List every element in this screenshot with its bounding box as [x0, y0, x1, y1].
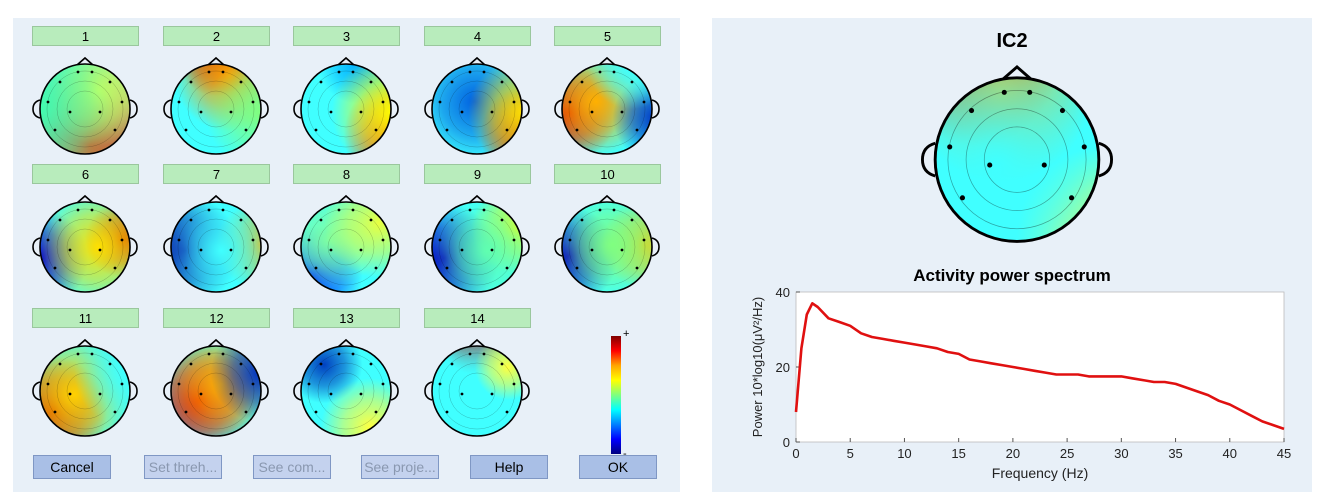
cancel-button[interactable]: Cancel [33, 455, 111, 479]
x-tick-label: 0 [792, 446, 799, 461]
spectrum-line [794, 302, 1285, 431]
component-4-button[interactable]: 4 [424, 26, 531, 46]
set-threshold-button[interactable]: Set threh... [144, 455, 222, 479]
ic-topoplot [920, 64, 1114, 243]
plot-area [795, 291, 1285, 443]
component-detail-panel: IC2 Activity power spectrum 0 5 10 15 20 25 30… [712, 18, 1312, 492]
y-tick-label: 0 [783, 435, 790, 450]
component-4-topoplot[interactable] [422, 52, 532, 162]
ic-title: IC2 [996, 30, 1028, 52]
component-1-button[interactable]: 1 [32, 26, 139, 46]
colorbar [611, 336, 621, 454]
component-11-topoplot[interactable] [30, 334, 140, 444]
y-axis-label: Power 10*log10(μV²/Hz) [750, 297, 765, 437]
y-tick-label: 40 [776, 285, 790, 300]
colorbar-min-label: - [623, 448, 627, 460]
component-13-button[interactable]: 13 [293, 308, 400, 328]
help-button[interactable]: Help [470, 455, 548, 479]
component-2-topoplot[interactable] [161, 52, 271, 162]
x-tick-label: 35 [1168, 446, 1182, 461]
power-spectrum-chart: 0 5 10 15 20 25 30 35 40 45 0 20 40 Frequency (Hz) Pow… [750, 285, 1291, 481]
component-9-topoplot[interactable] [422, 190, 532, 300]
x-tick-label: 30 [1114, 446, 1128, 461]
x-tick-label: 40 [1223, 446, 1237, 461]
component-14-topoplot[interactable] [422, 334, 532, 444]
component-8-topoplot[interactable] [291, 190, 401, 300]
component-7-button[interactable]: 7 [163, 164, 270, 184]
component-3-topoplot[interactable] [291, 52, 401, 162]
colorbar-max-label: + [623, 328, 630, 340]
component-13-topoplot[interactable] [291, 334, 401, 444]
x-axis-label: Frequency (Hz) [992, 465, 1088, 481]
x-tick-label: 20 [1006, 446, 1020, 461]
component-12-button[interactable]: 12 [163, 308, 270, 328]
component-12-topoplot[interactable] [161, 334, 271, 444]
x-tick-label: 25 [1060, 446, 1074, 461]
y-tick-label: 20 [776, 360, 790, 375]
x-tick-label: 15 [951, 446, 965, 461]
component-10-button[interactable]: 10 [554, 164, 661, 184]
component-6-topoplot[interactable] [30, 190, 140, 300]
component-1-topoplot[interactable] [30, 52, 140, 162]
component-6-button[interactable]: 6 [32, 164, 139, 184]
component-9-button[interactable]: 9 [424, 164, 531, 184]
component-2-button[interactable]: 2 [163, 26, 270, 46]
x-tick-label: 5 [847, 446, 854, 461]
component-maps-panel: 1 2 3 4 5 6 7 8 9 10 11 12 13 14 + - Cancel Set threh… [13, 18, 680, 492]
component-10-topoplot[interactable] [552, 190, 662, 300]
component-8-button[interactable]: 8 [293, 164, 400, 184]
ok-button[interactable]: OK [579, 455, 657, 479]
component-5-topoplot[interactable] [552, 52, 662, 162]
see-components-button[interactable]: See com... [253, 455, 331, 479]
x-tick-label: 45 [1277, 446, 1291, 461]
component-5-button[interactable]: 5 [554, 26, 661, 46]
component-14-button[interactable]: 14 [424, 308, 531, 328]
component-3-button[interactable]: 3 [293, 26, 400, 46]
component-11-button[interactable]: 11 [32, 308, 139, 328]
see-projections-button[interactable]: See proje... [361, 455, 439, 479]
spectrum-title: Activity power spectrum [913, 266, 1111, 285]
component-7-topoplot[interactable] [161, 190, 271, 300]
x-tick-label: 10 [897, 446, 911, 461]
